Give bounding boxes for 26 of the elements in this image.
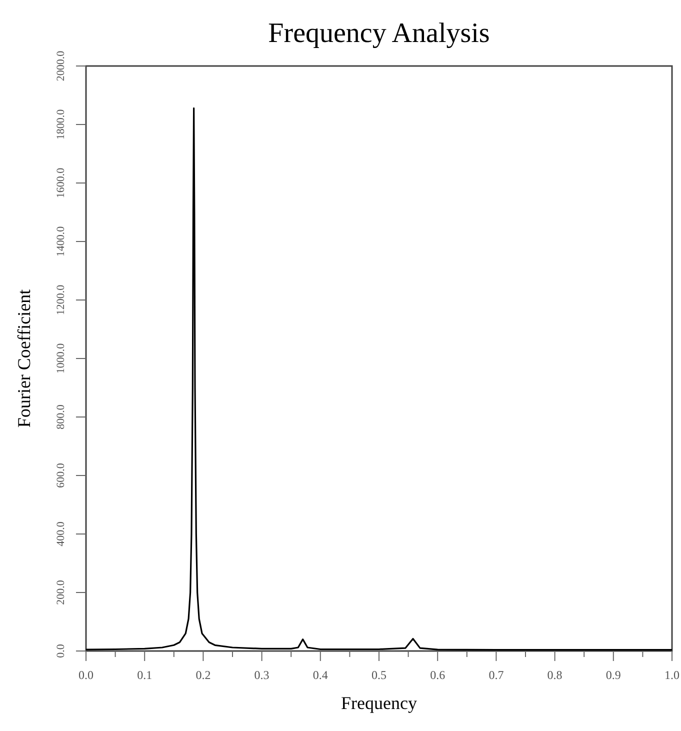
x-tick-label: 0.4 bbox=[312, 668, 328, 682]
x-axis-title: Frequency bbox=[341, 693, 417, 713]
chart-title: Frequency Analysis bbox=[268, 18, 490, 49]
y-tick-label: 400.0 bbox=[55, 521, 67, 546]
x-tick-label: 0.2 bbox=[196, 668, 211, 682]
y-tick-label: 1800.0 bbox=[55, 108, 67, 140]
y-tick-label: 1000.0 bbox=[55, 342, 67, 374]
y-tick-label: 1400.0 bbox=[55, 226, 67, 257]
y-tick-label: 800.0 bbox=[55, 404, 67, 430]
y-axis-title: Fourier Coefficient bbox=[14, 289, 34, 428]
x-tick-label: 0.3 bbox=[254, 668, 270, 682]
x-tick-label: 0.6 bbox=[430, 668, 446, 682]
x-tick-label: 1.0 bbox=[664, 668, 680, 682]
line-series bbox=[85, 107, 673, 651]
y-tick-label: 0.0 bbox=[55, 644, 67, 658]
y-tick-label: 1600.0 bbox=[55, 167, 67, 198]
x-tick-label: 0.9 bbox=[606, 668, 621, 682]
x-tick-label: 0.0 bbox=[78, 668, 94, 682]
y-tick-label: 200.0 bbox=[55, 580, 67, 605]
y-tick-label: 600.0 bbox=[55, 462, 67, 488]
y-tick-label: 2000.0 bbox=[55, 50, 67, 82]
x-tick-label: 0.1 bbox=[137, 668, 152, 682]
y-tick-label: 1200.0 bbox=[55, 284, 67, 316]
x-tick-label: 0.8 bbox=[547, 668, 562, 682]
x-tick-label: 0.5 bbox=[372, 668, 386, 682]
x-tick-label: 0.7 bbox=[488, 668, 504, 682]
